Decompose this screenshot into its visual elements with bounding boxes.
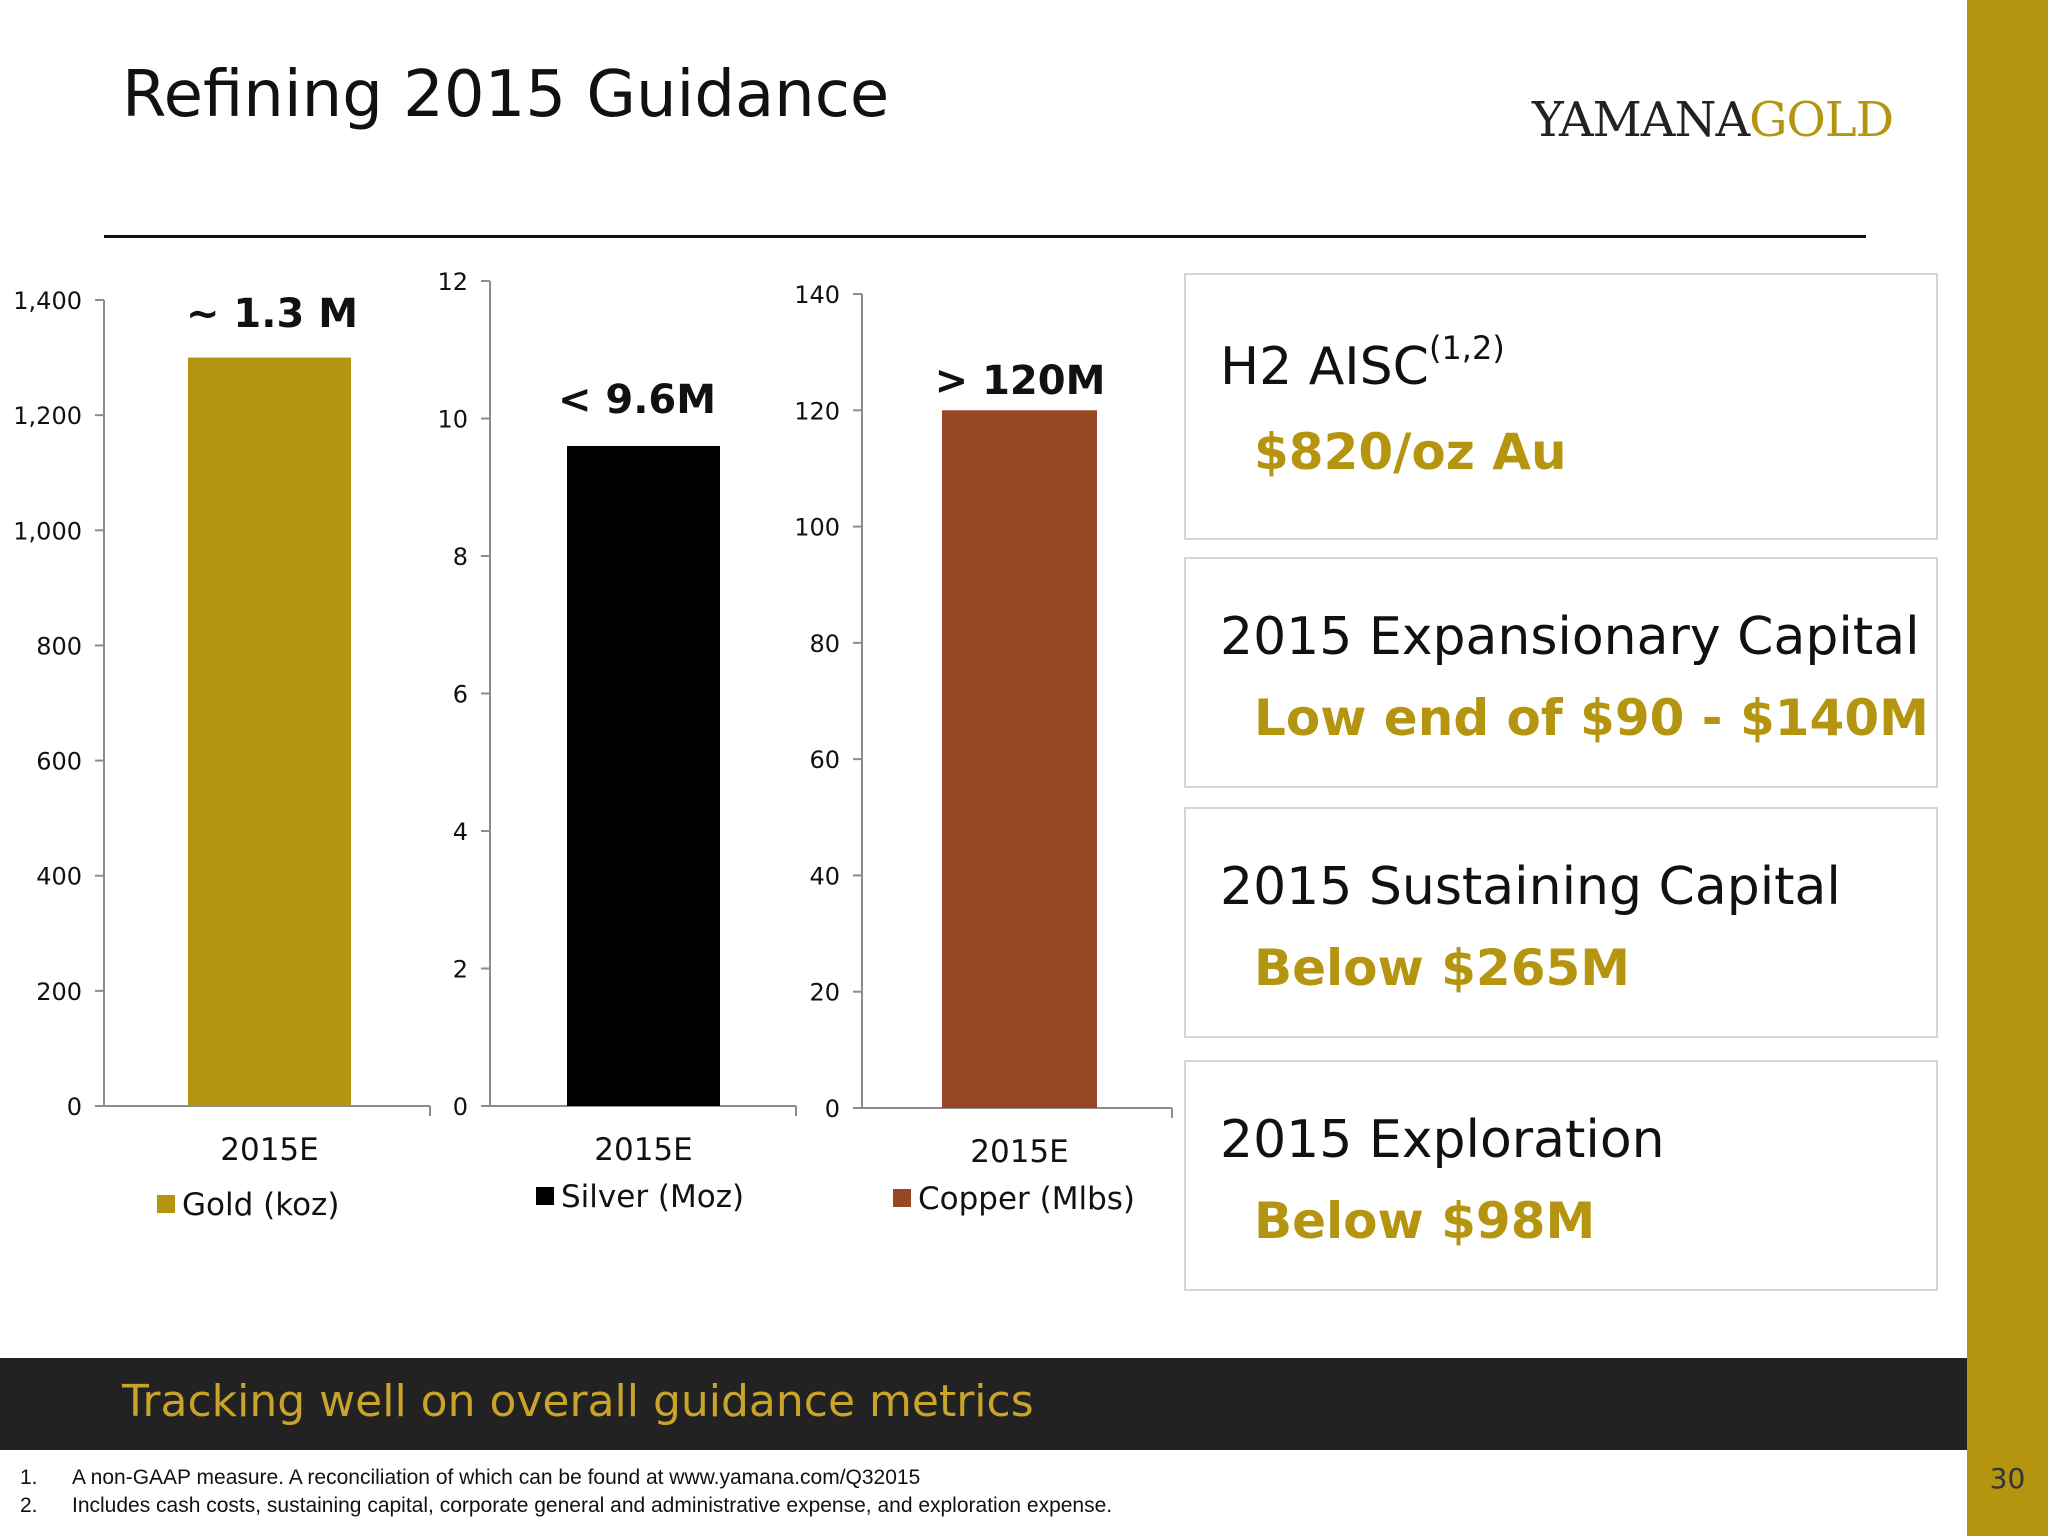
gold-y-tick-label: 1,000 [13,517,82,545]
card-aisc-value: $820/oz Au [1254,423,1567,481]
gold-data-label: ~ 1.3 M [186,291,358,337]
gold-y-tick-label: 0 [67,1093,82,1121]
card-expansionary-value: Low end of $90 - $140M [1254,689,1929,747]
banner-text: Tracking well on overall guidance metric… [122,1376,1034,1427]
gold-bar [188,357,351,1107]
card-exploration-value: Below $98M [1254,1192,1596,1250]
gold-y-tick-label: 1,400 [13,287,82,315]
copper-y-tick-label: 40 [809,862,840,890]
copper-category-label: 2015E [970,1134,1068,1170]
footnote: 2. Includes cash costs, sustaining capita… [20,1494,1113,1517]
silver-bar [567,446,720,1106]
silver-legend-label: Silver (Moz) [561,1179,744,1215]
copper-y-tick-label: 60 [809,746,840,774]
card-aisc-heading: H2 AISC(1,2) [1220,329,1505,397]
silver-legend-swatch [536,1187,554,1205]
copper-y-tick-label: 120 [794,397,840,425]
card-sustaining-heading: 2015 Sustaining Capital [1220,857,1841,917]
copper-y-tick-label: 140 [794,281,840,309]
silver-y-tick-label: 6 [453,681,468,709]
silver-y-tick-label: 2 [453,956,468,984]
copper-bar [942,410,1097,1108]
silver-data-label: < 9.6M [558,377,716,423]
gold-y-tick-label: 600 [36,748,82,776]
accent-sidebar [1967,0,2048,1536]
footnote: 1. A non-GAAP measure. A reconciliation o… [20,1466,921,1489]
card-expansionary-heading: 2015 Expansionary Capital [1220,607,1920,667]
silver-y-tick-label: 10 [437,406,468,434]
silver-category-label: 2015E [594,1132,692,1168]
copper-y-tick-label: 20 [809,979,840,1007]
page-number: 30 [1989,1462,2026,1495]
card-sustaining-capital: 2015 Sustaining Capital Below $265M [1184,807,1938,1038]
card-aisc: H2 AISC(1,2) $820/oz Au [1184,273,1938,540]
copper-data-label: > 120M [935,358,1106,404]
gold-category-label: 2015E [220,1132,318,1168]
silver-y-tick-label: 8 [453,543,468,571]
card-sustaining-value: Below $265M [1254,939,1631,997]
footnotes: 1. A non-GAAP measure. A reconciliation o… [20,1466,1112,1522]
silver-y-tick-label: 4 [453,818,468,846]
card-exploration: 2015 Exploration Below $98M [1184,1060,1938,1291]
gold-legend-swatch [157,1195,175,1213]
company-logo: YAMANAGOLD [1532,92,1894,148]
silver-y-tick-label: 0 [453,1093,468,1121]
slide-title: Refining 2015 Guidance [122,58,890,132]
copper-y-tick-label: 100 [794,514,840,542]
copper-y-tick-label: 0 [825,1095,840,1123]
copper-y-tick-label: 80 [809,630,840,658]
title-divider [104,235,1866,238]
silver-y-tick-label: 12 [437,268,468,296]
gold-y-tick-label: 800 [36,632,82,660]
summary-banner: Tracking well on overall guidance metric… [0,1358,1967,1450]
gold-y-tick-label: 400 [36,863,82,891]
gold-legend-label: Gold (koz) [182,1187,339,1223]
gold-y-tick-label: 200 [36,978,82,1006]
card-exploration-heading: 2015 Exploration [1220,1110,1665,1170]
copper-legend-label: Copper (Mlbs) [918,1181,1135,1217]
copper-legend-swatch [893,1189,911,1207]
card-expansionary-capital: 2015 Expansionary Capital Low end of $90… [1184,557,1938,788]
gold-y-tick-label: 1,200 [13,402,82,430]
